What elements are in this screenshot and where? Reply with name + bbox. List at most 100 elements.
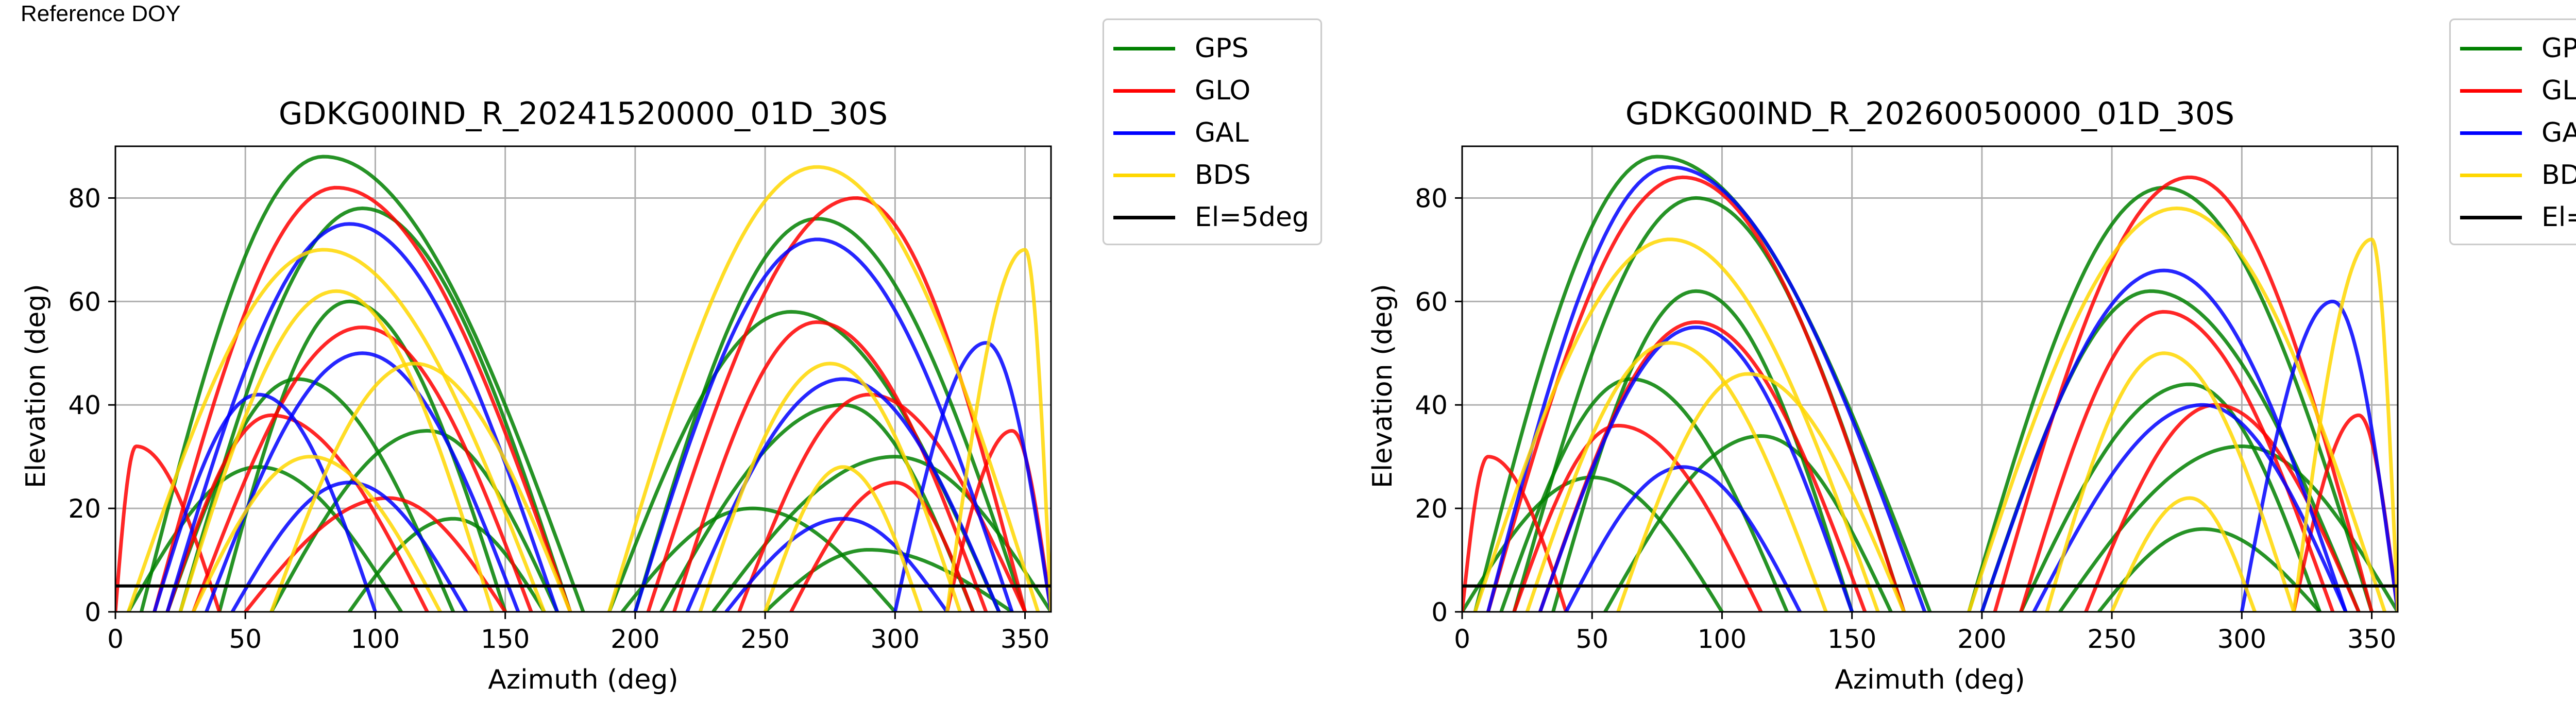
y-tick-label: 20 xyxy=(68,494,101,524)
legend: GPS GLO GAL BDS El=5deg xyxy=(2449,19,2576,245)
x-tick-label: 150 xyxy=(481,624,530,654)
x-tick-label: 300 xyxy=(2217,624,2266,654)
tracks-group xyxy=(115,155,1051,612)
satellite-track-gal xyxy=(152,392,377,612)
satellite-track-gps xyxy=(711,455,1051,612)
legend-label: GLO xyxy=(1195,75,1251,106)
x-tick-label: 0 xyxy=(107,624,124,654)
satellite-track-gal xyxy=(1564,465,1802,612)
satellite-track-gal xyxy=(724,517,949,612)
legend-label: El=5deg xyxy=(2541,202,2576,233)
x-tick-label: 100 xyxy=(1698,624,1747,654)
tracks-group xyxy=(1462,155,2398,612)
satellite-track-gal xyxy=(230,481,468,612)
x-tick-label: 150 xyxy=(1827,624,1876,654)
legend-swatch-gps xyxy=(1113,46,1175,50)
legend-swatch-el5 xyxy=(1113,215,1175,219)
satellite-track-gps xyxy=(1967,186,2374,612)
y-axis-label: Elevation (deg) xyxy=(1367,284,1398,488)
satellite-track-gps xyxy=(140,155,585,612)
satellite-track-bds xyxy=(1525,341,1828,612)
y-tick-label: 60 xyxy=(68,287,101,317)
satellite-track-glo xyxy=(672,320,988,612)
satellite-track-bds xyxy=(1616,372,1906,612)
y-tick-label: 0 xyxy=(84,597,101,627)
legend-item-bds: BDS xyxy=(1113,154,1309,196)
legend-label: GPS xyxy=(1195,33,1249,64)
satellite-track-gal xyxy=(1486,165,1927,612)
satellite-track-bds xyxy=(763,465,923,612)
satellite-track-gps xyxy=(2019,382,2321,612)
satellite-track-glo xyxy=(152,185,572,612)
legend-item-gps: GPS xyxy=(2460,27,2576,70)
satellite-track-glo xyxy=(115,444,222,612)
chart-title: GDKG00IND_R_20241520000_01D_30S xyxy=(278,96,888,132)
chart-panel-1: 0 50 100 150 200 250 300 350 0 20 40 60 80 GDKG00IND… xyxy=(21,19,1322,695)
x-tick-label: 300 xyxy=(871,624,920,654)
satellite-track-bds xyxy=(1473,237,1880,612)
legend-item-gal: GAL xyxy=(1113,112,1309,154)
legend-item-el5: El=5deg xyxy=(1113,196,1309,238)
legend: GPS GLO GAL BDS El=5deg xyxy=(1103,19,1322,245)
satellite-track-gal xyxy=(205,351,520,612)
y-tick-label: 60 xyxy=(1415,287,1448,317)
satellite-track-gal xyxy=(165,222,559,612)
y-axis-label: Elevation (deg) xyxy=(21,284,52,488)
legend-swatch-bds xyxy=(1113,173,1175,177)
legend-swatch-bds xyxy=(2460,173,2522,177)
satellite-track-bds xyxy=(126,248,546,612)
satellite-track-glo xyxy=(192,325,533,612)
legend-label: BDS xyxy=(2541,160,2576,191)
x-tick-label: 250 xyxy=(2087,624,2136,654)
satellite-track-gal xyxy=(1980,268,2348,612)
x-tick-label: 100 xyxy=(351,624,400,654)
satellite-track-bds xyxy=(2110,496,2257,612)
satellite-track-bds xyxy=(698,362,962,612)
y-tick-label: 40 xyxy=(1415,390,1448,420)
legend-item-el5: El=5deg xyxy=(2460,196,2576,238)
plot-area-1: 0 50 100 150 200 250 300 350 0 20 40 60 80 xyxy=(68,145,1052,654)
satellite-track-bds xyxy=(2045,351,2296,612)
chart-title: GDKG00IND_R_20260050000_01D_30S xyxy=(1625,96,2235,132)
satellite-track-bds xyxy=(269,362,572,612)
x-tick-label: 200 xyxy=(1957,624,2006,654)
satellite-track-gps xyxy=(620,506,896,612)
legend-swatch-gal xyxy=(2460,131,2522,135)
page-title: Reference DOY xyxy=(21,1,181,26)
satellite-track-gal xyxy=(633,237,1014,612)
satellite-track-bds xyxy=(192,455,442,612)
satellite-track-glo xyxy=(1512,423,1763,612)
satellite-track-bds xyxy=(945,248,1051,612)
legend-label: GAL xyxy=(2541,117,2576,148)
satellite-track-gal xyxy=(1538,325,1854,612)
legend-swatch-gps xyxy=(2460,46,2522,50)
legend-swatch-glo xyxy=(1113,89,1175,93)
x-tick-label: 50 xyxy=(1575,624,1608,654)
y-tick-label: 20 xyxy=(1415,494,1448,524)
legend-item-gps: GPS xyxy=(1113,27,1309,70)
axes-frame xyxy=(1461,145,2399,613)
x-tick-label: 350 xyxy=(1001,624,1049,654)
satellite-track-glo xyxy=(789,481,975,612)
satellite-track-bds xyxy=(1967,207,2387,612)
x-tick-label: 50 xyxy=(229,624,262,654)
y-tick-label: 40 xyxy=(68,390,101,420)
legend-item-glo: GLO xyxy=(2460,70,2576,112)
x-tick-label: 250 xyxy=(740,624,789,654)
legend-item-gal: GAL xyxy=(2460,112,2576,154)
satellite-track-glo xyxy=(2019,310,2335,612)
satellite-track-glo xyxy=(1462,455,1568,612)
plot-area-2: 0 50 100 150 200 250 300 350 0 20 40 60 80 xyxy=(1415,145,2399,654)
legend-label: BDS xyxy=(1195,160,1251,191)
satellite-track-gal xyxy=(2032,403,2348,612)
satellite-track-gal xyxy=(2240,299,2398,612)
legend-swatch-glo xyxy=(2460,89,2522,93)
x-tick-label: 200 xyxy=(611,624,659,654)
legend-label: GLO xyxy=(2541,75,2576,106)
x-axis-label: Azimuth (deg) xyxy=(1835,664,2025,695)
x-axis-label: Azimuth (deg) xyxy=(488,664,679,695)
y-tick-label: 80 xyxy=(1415,183,1448,213)
chart-panel-2: 0 50 100 150 200 250 300 350 0 20 40 60 80 GDKG00IND… xyxy=(1347,0,2576,720)
legend-label: El=5deg xyxy=(1195,202,1309,233)
satellite-track-bds xyxy=(607,165,1040,612)
